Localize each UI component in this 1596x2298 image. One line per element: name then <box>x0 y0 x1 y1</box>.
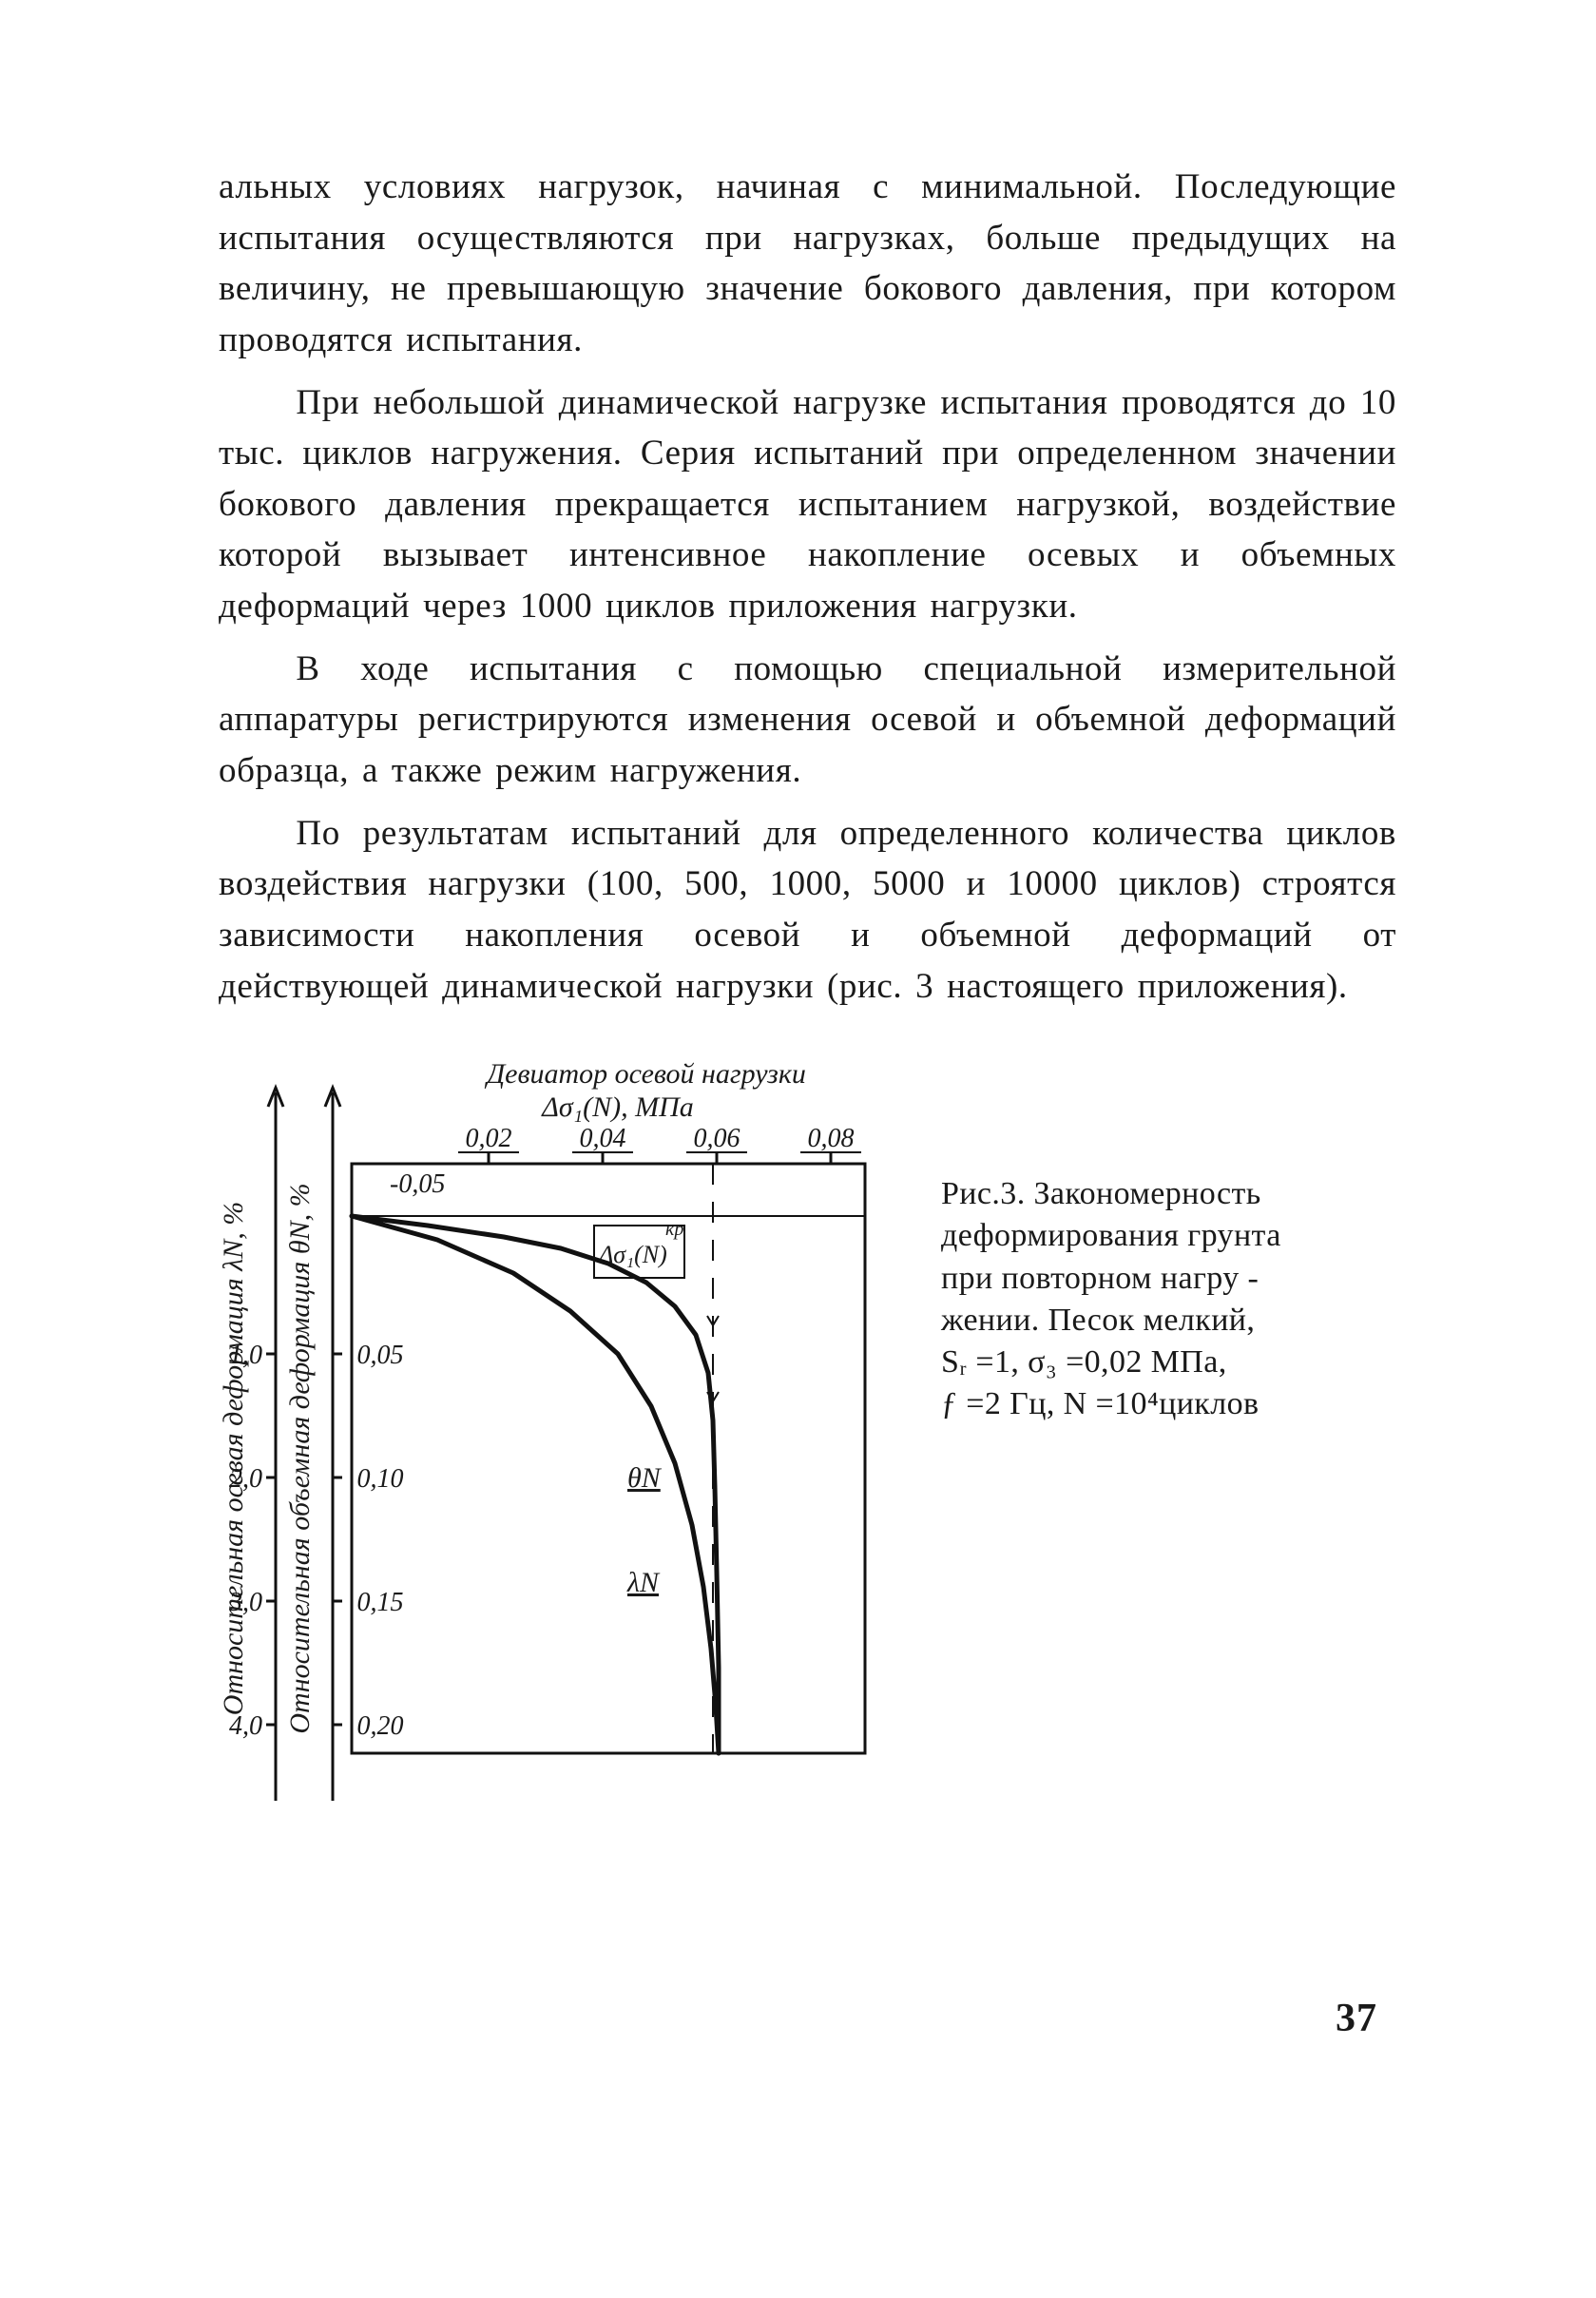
caption-line-5: Sᵣ =1, σ₃ =0,02 МПа, <box>941 1342 1378 1383</box>
svg-text:Девиатор осевой нагрузки: Девиатор осевой нагрузки <box>484 1058 806 1090</box>
page: альных условиях нагрузок, начиная с мини… <box>0 0 1596 2298</box>
paragraph-1: альных условиях нагрузок, начиная с мини… <box>219 162 1396 366</box>
body-text: альных условиях нагрузок, начиная с мини… <box>219 162 1396 1012</box>
p2-text: При небольшой динамической нагрузке испы… <box>219 383 1396 627</box>
svg-text:кр: кр <box>665 1219 683 1240</box>
svg-text:0,05: 0,05 <box>357 1341 404 1370</box>
caption-line-3: при повторном нагру - <box>941 1258 1378 1300</box>
svg-text:0,20: 0,20 <box>357 1711 404 1741</box>
paragraph-3: В ходе испытания с помощью специальной и… <box>219 644 1396 797</box>
paragraph-4: По результатам испытаний для определенно… <box>219 808 1396 1013</box>
figure: Девиатор осевой нагрузкиΔσ₁(N), МПа 0,02 0… <box>219 1040 903 1825</box>
paragraph-2: При небольшой динамической нагрузке испы… <box>219 377 1396 632</box>
svg-text:Δσ₁(N), МПа: Δσ₁(N), МПа <box>541 1091 693 1123</box>
page-number: 37 <box>1336 1996 1377 2041</box>
chart-svg: Девиатор осевой нагрузкиΔσ₁(N), МПа 0,02 0… <box>219 1040 903 1820</box>
svg-text:0,06: 0,06 <box>694 1124 740 1153</box>
svg-text:-0,05: -0,05 <box>390 1169 445 1199</box>
caption-line-1: Рис.3. Закономерность <box>941 1173 1378 1215</box>
svg-text:0,04: 0,04 <box>580 1124 626 1153</box>
svg-text:θN: θN <box>627 1462 663 1494</box>
svg-text:Относительная объемная деформа: Относительная объемная деформация θN, % <box>284 1184 316 1734</box>
caption-line-6: ƒ =2 Гц, N =10⁴циклов <box>941 1383 1378 1425</box>
caption-line-2: деформирования грунта <box>941 1215 1378 1257</box>
figure-caption: Рис.3. Закономерность деформирования гру… <box>941 1173 1378 1425</box>
svg-text:0,02: 0,02 <box>466 1124 512 1153</box>
p3-text: В ходе испытания с помощью специальной и… <box>219 649 1396 790</box>
p4-text: По результатам испытаний для определенно… <box>219 814 1396 1006</box>
caption-line-4: жении. Песок мелкий, <box>941 1300 1378 1342</box>
svg-text:0,08: 0,08 <box>808 1124 855 1153</box>
svg-text:0,15: 0,15 <box>357 1588 404 1617</box>
svg-text:Относительная осевая деформаци: Относительная осевая деформация λN, % <box>219 1202 249 1715</box>
p1-text: альных условиях нагрузок, начиная с мини… <box>219 167 1396 359</box>
svg-text:λN: λN <box>626 1567 661 1598</box>
figure-row: Девиатор осевой нагрузкиΔσ₁(N), МПа 0,02 0… <box>219 1040 1396 1825</box>
svg-text:0,10: 0,10 <box>357 1464 404 1494</box>
